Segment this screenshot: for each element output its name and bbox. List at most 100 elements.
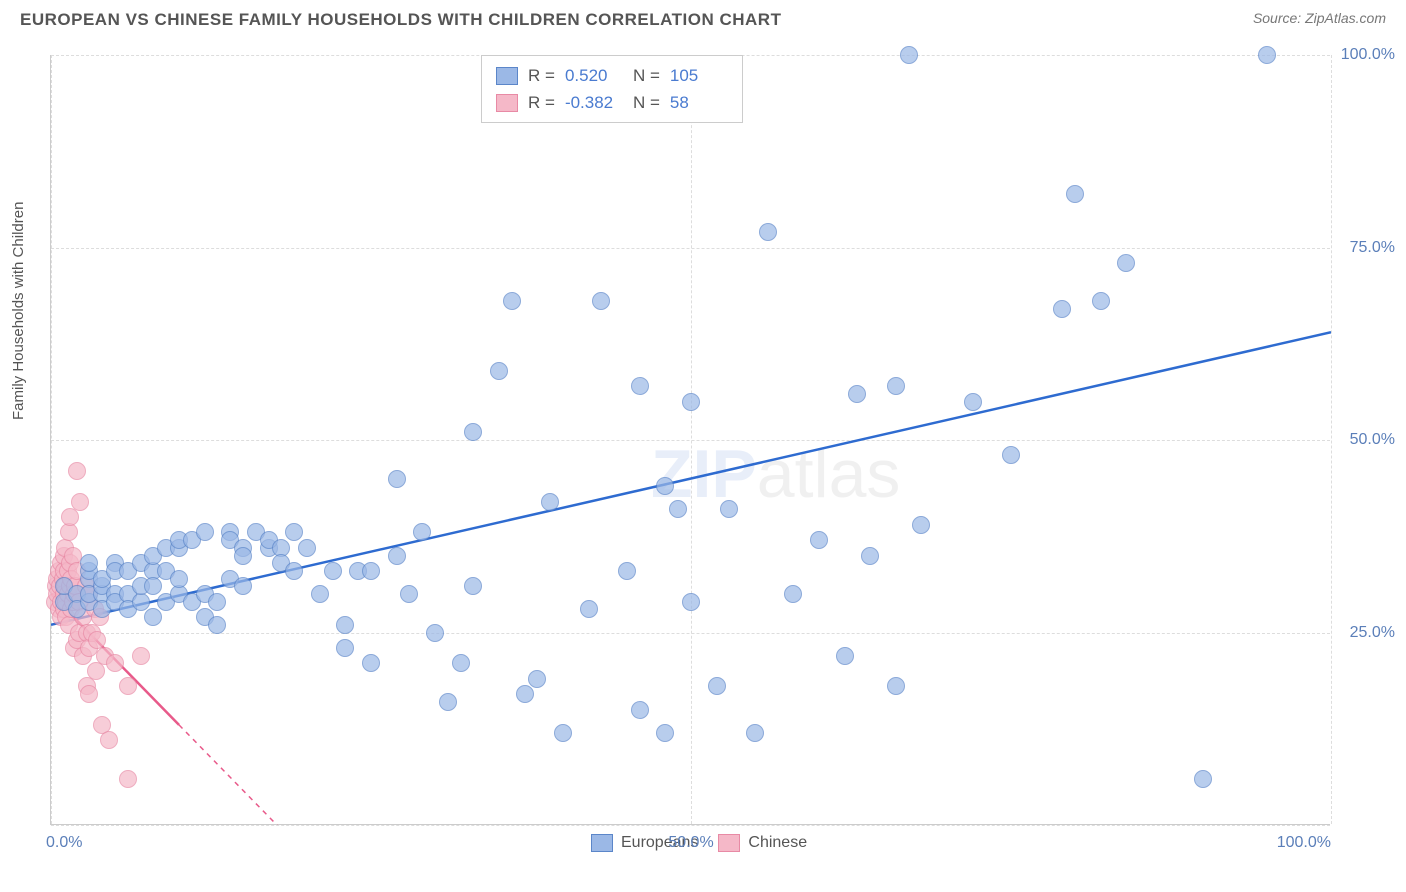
scatter-point xyxy=(669,500,687,518)
scatter-point xyxy=(964,393,982,411)
scatter-point xyxy=(413,523,431,541)
source-label: Source: xyxy=(1253,10,1305,26)
stats-row-europeans: R = 0.520 N = 105 xyxy=(496,62,728,89)
scatter-point xyxy=(554,724,572,742)
scatter-point xyxy=(759,223,777,241)
x-tick-label: 0.0% xyxy=(46,834,82,852)
scatter-point xyxy=(836,647,854,665)
scatter-point xyxy=(362,562,380,580)
scatter-point xyxy=(490,362,508,380)
scatter-point xyxy=(60,523,78,541)
scatter-point xyxy=(324,562,342,580)
watermark-zip: ZIP xyxy=(651,436,757,512)
y-axis-title: Family Households with Children xyxy=(10,202,27,420)
r-label-eu: R = xyxy=(528,62,555,89)
source-value: ZipAtlas.com xyxy=(1305,10,1386,26)
scatter-point xyxy=(388,547,406,565)
y-tick-label: 25.0% xyxy=(1350,624,1395,642)
scatter-point xyxy=(144,577,162,595)
scatter-point xyxy=(234,577,252,595)
chart-container: ZIPatlas R = 0.520 N = 105 R = -0.382 N … xyxy=(50,55,1370,825)
scatter-point xyxy=(61,508,79,526)
scatter-point xyxy=(848,385,866,403)
y-tick-label: 75.0% xyxy=(1350,239,1395,257)
scatter-point xyxy=(68,462,86,480)
scatter-point xyxy=(144,608,162,626)
x-tick-label: 100.0% xyxy=(1277,834,1331,852)
scatter-point xyxy=(426,624,444,642)
n-value-cn: 58 xyxy=(670,89,728,116)
scatter-point xyxy=(452,654,470,672)
n-label-cn: N = xyxy=(633,89,660,116)
plot-area: ZIPatlas R = 0.520 N = 105 R = -0.382 N … xyxy=(50,55,1330,825)
scatter-point xyxy=(1002,446,1020,464)
chart-title: EUROPEAN VS CHINESE FAMILY HOUSEHOLDS WI… xyxy=(20,10,781,30)
scatter-point xyxy=(196,523,214,541)
scatter-point xyxy=(708,677,726,695)
scatter-point xyxy=(580,600,598,618)
scatter-point xyxy=(336,616,354,634)
scatter-point xyxy=(464,423,482,441)
scatter-point xyxy=(503,292,521,310)
scatter-point xyxy=(119,677,137,695)
scatter-point xyxy=(285,523,303,541)
scatter-point xyxy=(285,562,303,580)
legend-swatch-europeans xyxy=(591,834,613,852)
stats-row-chinese: R = -0.382 N = 58 xyxy=(496,89,728,116)
r-value-cn: -0.382 xyxy=(565,89,623,116)
scatter-point xyxy=(464,577,482,595)
scatter-point xyxy=(592,292,610,310)
scatter-point xyxy=(234,547,252,565)
legend-item-chinese: Chinese xyxy=(718,834,807,852)
scatter-point xyxy=(1092,292,1110,310)
r-value-eu: 0.520 xyxy=(565,62,623,89)
scatter-point xyxy=(208,616,226,634)
scatter-point xyxy=(887,677,905,695)
scatter-point xyxy=(720,500,738,518)
scatter-point xyxy=(861,547,879,565)
scatter-point xyxy=(100,731,118,749)
scatter-point xyxy=(810,531,828,549)
scatter-point xyxy=(1194,770,1212,788)
scatter-point xyxy=(298,539,316,557)
scatter-point xyxy=(631,377,649,395)
y-tick-label: 100.0% xyxy=(1341,46,1395,64)
scatter-point xyxy=(388,470,406,488)
chart-header: EUROPEAN VS CHINESE FAMILY HOUSEHOLDS WI… xyxy=(0,0,1406,30)
scatter-point xyxy=(682,593,700,611)
scatter-point xyxy=(746,724,764,742)
swatch-europeans xyxy=(496,67,518,85)
scatter-point xyxy=(784,585,802,603)
scatter-point xyxy=(1053,300,1071,318)
gridline-horizontal xyxy=(51,633,1330,634)
scatter-point xyxy=(541,493,559,511)
scatter-point xyxy=(1258,46,1276,64)
n-label-eu: N = xyxy=(633,62,660,89)
scatter-point xyxy=(208,593,226,611)
legend-label-chinese: Chinese xyxy=(748,834,807,852)
gridline-horizontal xyxy=(51,248,1330,249)
scatter-point xyxy=(900,46,918,64)
scatter-point xyxy=(71,493,89,511)
chart-source: Source: ZipAtlas.com xyxy=(1253,10,1386,26)
scatter-point xyxy=(119,770,137,788)
r-label-cn: R = xyxy=(528,89,555,116)
watermark-atlas: atlas xyxy=(757,436,901,512)
scatter-point xyxy=(132,593,150,611)
scatter-point xyxy=(682,393,700,411)
n-value-eu: 105 xyxy=(670,62,728,89)
scatter-point xyxy=(912,516,930,534)
scatter-point xyxy=(528,670,546,688)
scatter-point xyxy=(516,685,534,703)
legend-swatch-chinese xyxy=(718,834,740,852)
scatter-point xyxy=(656,724,674,742)
scatter-point xyxy=(80,554,98,572)
scatter-point xyxy=(132,647,150,665)
watermark-text: ZIPatlas xyxy=(651,435,900,513)
scatter-point xyxy=(80,685,98,703)
y-tick-label: 50.0% xyxy=(1350,431,1395,449)
scatter-point xyxy=(106,654,124,672)
scatter-point xyxy=(87,662,105,680)
scatter-point xyxy=(439,693,457,711)
gridline-horizontal xyxy=(51,440,1330,441)
